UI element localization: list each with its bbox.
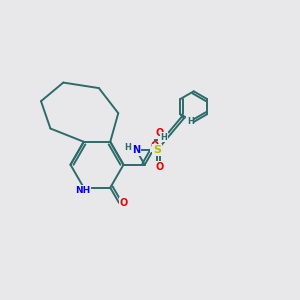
Text: O: O xyxy=(155,128,163,138)
Text: H: H xyxy=(124,143,131,152)
Text: H: H xyxy=(161,133,168,142)
Text: S: S xyxy=(153,145,161,155)
Text: N: N xyxy=(132,145,140,155)
Text: O: O xyxy=(119,198,128,208)
Text: O: O xyxy=(155,162,163,172)
Text: NH: NH xyxy=(75,185,90,194)
Text: O: O xyxy=(151,141,159,152)
Text: H: H xyxy=(187,117,194,126)
